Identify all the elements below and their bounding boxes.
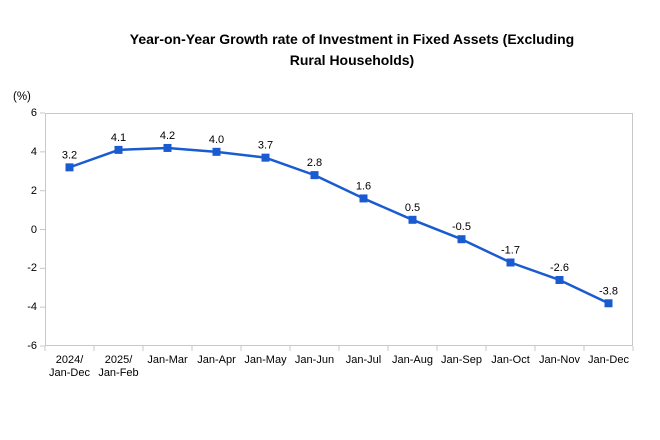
data-point-marker: [604, 299, 613, 308]
y-tick-label: -2: [27, 262, 37, 275]
y-axis-unit-label: (%): [13, 91, 31, 103]
data-point-marker: [457, 235, 466, 244]
x-category-label: Jan-Nov: [539, 354, 580, 366]
y-tick-label: 4: [30, 145, 37, 158]
data-point-label: 1.6: [356, 180, 371, 192]
chart-title: Year-on-Year Growth rate of Investment i…: [129, 31, 575, 68]
data-point-marker: [212, 147, 221, 156]
y-tick-label: 2: [30, 184, 37, 197]
series-line: [68, 146, 610, 305]
data-point-label: -1.7: [501, 245, 520, 257]
data-point-label: 4.1: [111, 132, 126, 144]
data-point-label: 4.2: [160, 130, 175, 142]
data-point-label: 2.8: [307, 157, 322, 169]
x-category-label: Jan-May: [244, 354, 287, 366]
plot-area: 3.2 4.1 4.2 4.0 3.7 2.8 1.6 0.5 -0.5 -1.7 -2.6 -3.8: [40, 112, 634, 351]
data-point-label: -3.8: [599, 285, 618, 297]
x-category-label: Jan-Jun: [294, 354, 335, 366]
data-point-label: 4.0: [209, 134, 224, 146]
x-category-label: Jan-Mar: [147, 354, 188, 366]
y-tick-label: -4: [27, 301, 37, 314]
x-category-label: Jan-Sep: [441, 354, 482, 366]
data-point-label: 0.5: [405, 202, 420, 214]
data-point-marker: [555, 275, 564, 284]
data-point-marker: [310, 171, 319, 180]
data-point-label: 3.7: [258, 140, 273, 152]
x-category-label: Jan-Aug: [392, 354, 433, 366]
y-tick-label: 6: [30, 107, 37, 119]
x-category-label: Jan-Oct: [491, 354, 530, 366]
data-point-label: 3.2: [62, 149, 77, 161]
x-category-label: Jan-Dec: [588, 354, 629, 366]
data-point-marker: [359, 194, 368, 203]
data-point-marker: [261, 153, 270, 162]
data-point-marker: [114, 145, 123, 154]
data-point-marker: [408, 215, 417, 224]
y-tick-label: -6: [27, 340, 37, 352]
data-point-marker: [65, 163, 74, 172]
y-tick-label: 0: [30, 223, 37, 236]
plot-border: [45, 113, 633, 346]
x-category-label: Jan-Jul: [345, 354, 382, 366]
data-point-label: -0.5: [452, 221, 471, 233]
data-point-label: -2.6: [550, 262, 569, 274]
x-category-label: 2025/ Jan-Feb: [98, 354, 139, 379]
x-category-label: 2024/ Jan-Dec: [49, 354, 90, 379]
data-point-marker: [163, 143, 172, 152]
x-category-label: Jan-Apr: [197, 354, 236, 366]
data-point-marker: [506, 258, 515, 267]
